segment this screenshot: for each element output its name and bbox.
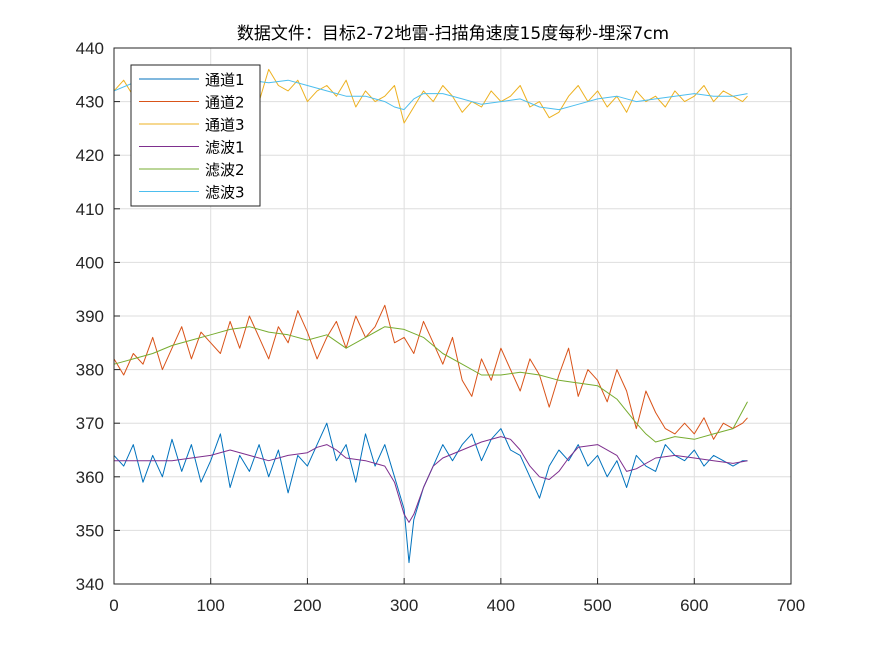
legend-label-6: 滤波3 [205,184,245,202]
x-tick-label: 700 [777,596,805,615]
legend-label-3: 通道3 [205,116,245,134]
x-tick-label: 100 [197,596,225,615]
y-tick-label: 350 [76,521,104,540]
series-line-4 [114,436,748,523]
legend-label-1: 通道1 [205,71,245,89]
y-tick-label: 430 [76,93,104,112]
y-tick-label: 400 [76,253,104,272]
y-tick-label: 410 [76,200,104,219]
legend-label-2: 通道2 [205,94,245,112]
x-tick-label: 600 [680,596,708,615]
y-tick-label: 360 [76,468,104,487]
chart-title: 数据文件：目标2-72地雷-扫描角速度15度每秒-埋深7cm [237,24,669,44]
y-tick-label: 380 [76,361,104,380]
x-tick-label: 500 [583,596,611,615]
x-tick-label: 200 [293,596,321,615]
legend-label-5: 滤波2 [205,161,245,179]
x-tick-label: 0 [109,596,118,615]
legend-box [130,64,261,207]
legend[interactable]: 通道1 通道2 通道3 滤波1 滤波2 滤波3 [130,64,261,207]
y-tick-label: 340 [76,575,104,594]
x-tick-label: 400 [487,596,515,615]
legend-label-4: 滤波1 [205,139,245,157]
y-tick-label: 420 [76,146,104,165]
y-tick-label: 390 [76,307,104,326]
series-line-2 [113,304,748,440]
series-line-5 [113,326,748,443]
axis-ticks: 0 100 200 300 400 500 600 700 340 350 360 370 380 390… [76,39,806,615]
y-tick-label: 370 [76,414,104,433]
x-tick-label: 300 [390,596,418,615]
y-tick-label: 440 [76,39,104,58]
